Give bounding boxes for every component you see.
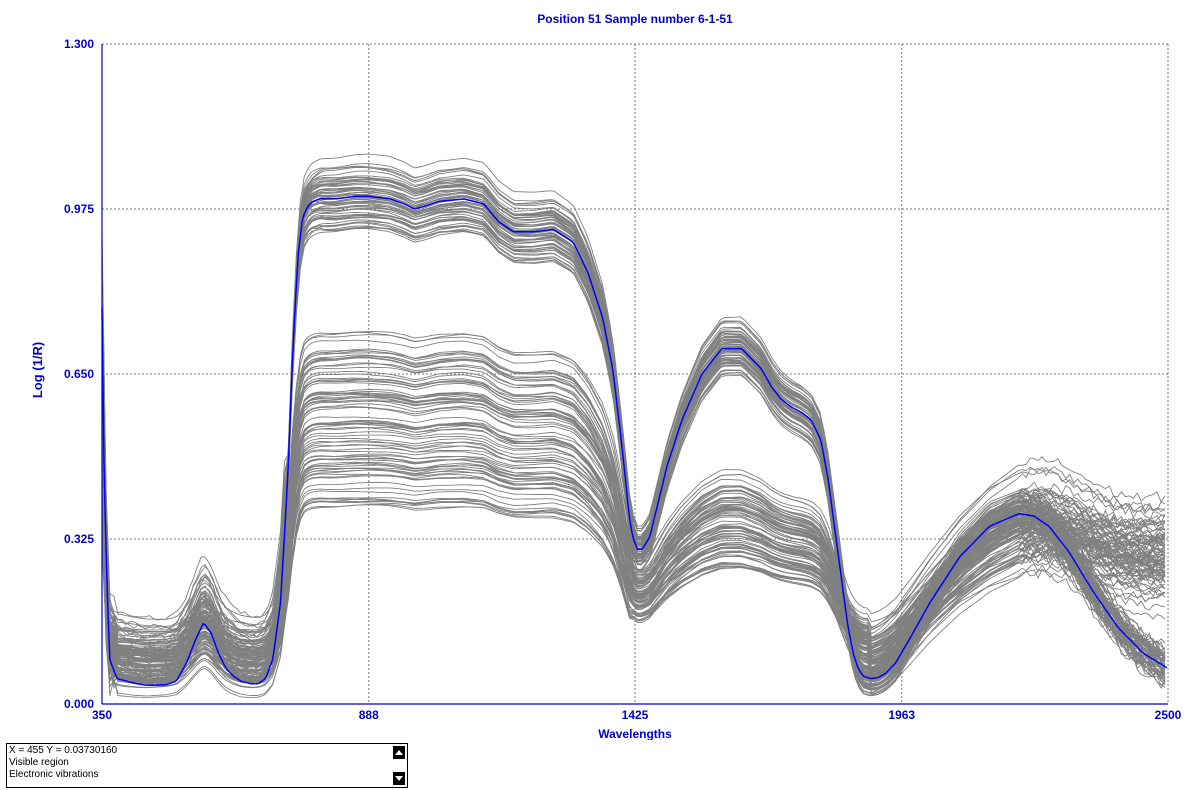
- background-spectrum-line: [101, 200, 1166, 690]
- vibration-label: Electronic vibrations: [9, 769, 99, 780]
- background-spectrum-line: [101, 440, 1166, 666]
- x-tick-label: 1963: [888, 708, 915, 722]
- axis-labels: 350 888 1425 1963 2500 0.000 0.325 0.650 0.975 1.…: [30, 12, 1182, 740]
- y-tick-label: 0.325: [64, 532, 94, 546]
- arrow-down-icon: [395, 776, 403, 781]
- y-tick-label: 0.650: [64, 367, 94, 381]
- spectra-chart: 350 888 1425 1963 2500 0.000 0.325 0.650 0.975 1.…: [30, 12, 1182, 740]
- info-scrollbar[interactable]: [393, 746, 405, 785]
- background-spectrum-line: [101, 331, 1166, 638]
- background-spectrum-line: [101, 189, 1166, 691]
- y-tick-label: 1.300: [64, 37, 94, 51]
- background-spectrum-line: [101, 176, 1166, 685]
- y-axis-label: Log (1/R): [30, 342, 45, 398]
- background-spectrum-line: [101, 447, 1166, 639]
- x-axis-label: Wavelengths: [598, 727, 672, 740]
- chart-title: Position 51 Sample number 6-1-51: [537, 12, 733, 26]
- y-tick-label: 0.000: [64, 697, 94, 711]
- background-spectrum-line: [101, 475, 1166, 675]
- background-spectrum-line: [101, 179, 1166, 661]
- scroll-up-button[interactable]: [393, 746, 405, 759]
- background-spectra: [101, 153, 1166, 699]
- background-spectrum-line: [101, 500, 1166, 675]
- axes: [101, 44, 1168, 705]
- background-spectrum-line: [101, 216, 1166, 679]
- highlighted-spectrum: [101, 195, 1168, 686]
- background-spectrum-line: [101, 498, 1166, 681]
- background-spectrum-line: [101, 331, 1166, 620]
- x-tick-label: 1425: [622, 708, 649, 722]
- y-tick-label: 0.975: [64, 202, 94, 216]
- arrow-up-icon: [395, 750, 403, 755]
- cursor-readout: X = 455 Y = 0.03730160: [9, 745, 118, 756]
- scroll-down-button[interactable]: [393, 772, 405, 785]
- info-panel[interactable]: X = 455 Y = 0.03730160 Visible region El…: [6, 743, 408, 788]
- background-spectrum-line: [101, 214, 1166, 686]
- background-spectrum-line: [101, 193, 1166, 695]
- background-spectrum-line: [101, 187, 1166, 682]
- background-spectrum-line: [101, 202, 1166, 672]
- x-tick-label: 2500: [1155, 708, 1182, 722]
- region-label: Visible region: [9, 757, 69, 768]
- background-spectrum-line: [101, 222, 1166, 690]
- x-tick-label: 888: [359, 708, 379, 722]
- highlighted-spectrum-line: [101, 195, 1168, 686]
- background-spectrum-line: [101, 497, 1166, 668]
- background-spectrum-line: [101, 378, 1166, 634]
- info-text-area: X = 455 Y = 0.03730160 Visible region El…: [9, 745, 387, 781]
- background-spectrum-line: [101, 219, 1166, 678]
- background-spectrum-line: [101, 201, 1166, 689]
- background-spectrum-line: [101, 357, 1166, 655]
- background-spectrum-line: [101, 228, 1166, 684]
- scroll-track[interactable]: [393, 759, 405, 772]
- x-tick-label: 350: [92, 708, 112, 722]
